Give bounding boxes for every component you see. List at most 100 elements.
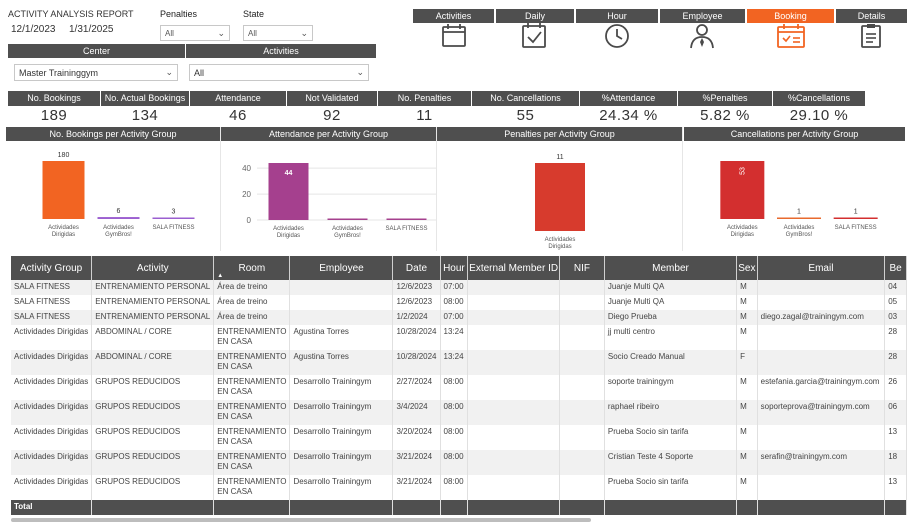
x-tick-label-line2: Dirigidas (731, 232, 754, 238)
kpi-pct-cancellations-value: 29.10 % (789, 107, 849, 124)
sort-ascending-icon: ▲ (217, 273, 224, 279)
x-tick-label-line2: GymBros! (334, 233, 361, 239)
column-header[interactable]: Be (884, 256, 907, 280)
table-cell (467, 425, 560, 450)
cancellations-bar-chart[interactable]: 53ActividadesDirigidas1ActividadesGymBro… (684, 141, 905, 251)
table-row[interactable]: Actividades Dirigidas ABDOMINAL / CORE ENT… (11, 350, 907, 375)
table-cell (757, 350, 886, 375)
table-row[interactable]: Actividades Dirigidas GRUPOS REDUCIDOS ENT… (11, 450, 907, 475)
table-cell: 08:00 (440, 450, 469, 475)
table-cell: Diego Prueba (604, 310, 738, 325)
x-tick-label-line2: Dirigidas (52, 232, 75, 238)
table-cell: 3/20/2024 (392, 425, 441, 450)
clock-icon[interactable] (601, 23, 633, 49)
table-cell (467, 325, 560, 350)
x-tick-label-line2: GymBros! (786, 232, 813, 238)
table-cell: 3/21/2024 (392, 450, 441, 475)
table-row[interactable]: Actividades Dirigidas GRUPOS REDUCIDOS ENT… (11, 400, 907, 425)
column-header[interactable]: Activity (91, 256, 215, 280)
state-select[interactable]: All ⌄ (243, 25, 313, 41)
table-row[interactable]: Actividades Dirigidas GRUPOS REDUCIDOS ENT… (11, 375, 907, 400)
clipboard-icon[interactable] (855, 23, 887, 49)
bookings-bar-chart[interactable]: 180ActividadesDirigidas6ActividadesGymBr… (6, 141, 221, 251)
table-row[interactable]: Actividades Dirigidas ABDOMINAL / CORE ENT… (11, 325, 907, 350)
chevron-down-icon: ⌄ (165, 67, 173, 77)
table-cell: Actividades Dirigidas (11, 425, 93, 450)
table-cell: 13:24 (440, 325, 469, 350)
table-cell: 08:00 (440, 475, 469, 500)
kpi-cancellations-label: No. Cancellations (472, 91, 579, 106)
table-row[interactable]: SALA FITNESS ENTRENAMIENTO PERSONAL Área d… (11, 310, 907, 325)
kpi-actual-bookings-label: No. Actual Bookings (101, 91, 189, 106)
table-header-row: Activity Group Activity Room ▲ Employee Date H… (11, 256, 907, 280)
penalties-filter-label: Penalties (160, 9, 198, 19)
table-cell: F (736, 350, 758, 375)
tab-booking[interactable]: Booking (747, 9, 834, 23)
table-row[interactable]: SALA FITNESS ENTRENAMIENTO PERSONAL Área d… (11, 280, 907, 295)
booking-details-table: Activity Group Activity Room ▲ Employee Date H… (11, 256, 907, 515)
tab-employee[interactable]: Employee (660, 9, 745, 23)
date-from-input[interactable]: 12/1/2023 (8, 22, 62, 37)
attendance-bar-chart[interactable]: 0204044ActividadesDirigidasActividadesGy… (221, 141, 437, 251)
x-tick-label: SALA FITNESS (385, 226, 427, 232)
x-tick-label-line1: Actividades (48, 225, 79, 231)
column-header[interactable]: Activity Group (11, 256, 93, 280)
table-cell: 08:00 (440, 425, 469, 450)
bookings-chart-panel: No. Bookings per Activity Group 180 Activ… (6, 127, 221, 251)
column-header[interactable]: Employee (289, 256, 394, 280)
column-header[interactable]: Member (604, 256, 738, 280)
column-header[interactable]: Hour (440, 256, 469, 280)
column-header[interactable]: Date (392, 256, 441, 280)
table-row[interactable]: Actividades Dirigidas GRUPOS REDUCIDOS ENT… (11, 425, 907, 450)
table-cell: ENTRENAMIENTO EN CASA (213, 375, 291, 400)
center-select[interactable]: Master Traininggym ⌄ (14, 64, 178, 81)
table-cell (467, 295, 560, 310)
bar (535, 163, 585, 231)
penalties-select[interactable]: All ⌄ (160, 25, 230, 41)
tab-hour[interactable]: Hour (576, 9, 658, 23)
table-cell: serafin@trainingym.com (757, 450, 886, 475)
bar (386, 218, 427, 220)
table-cell: 13:24 (440, 350, 469, 375)
table-cell: 3/4/2024 (392, 400, 441, 425)
column-header[interactable]: NIF (559, 256, 605, 280)
table-cell: M (736, 400, 758, 425)
tab-daily[interactable]: Daily (496, 9, 574, 23)
bar (152, 217, 195, 219)
activities-select[interactable]: All ⌄ (189, 64, 369, 81)
table-row[interactable]: Actividades Dirigidas GRUPOS REDUCIDOS ENT… (11, 475, 907, 500)
table-cell (467, 400, 560, 425)
column-header[interactable]: Sex (736, 256, 758, 280)
penalties-chart-title: Penalties per Activity Group (437, 127, 682, 141)
table-cell: 13 (884, 425, 907, 450)
kpi-bookings-label: No. Bookings (8, 91, 100, 106)
x-tick-label-line2: Dirigidas (548, 244, 571, 250)
center-select-value: Master Traininggym (19, 68, 99, 78)
table-row[interactable]: SALA FITNESS ENTRENAMIENTO PERSONAL Área d… (11, 295, 907, 310)
table-cell: Cristian Teste 4 Soporte (604, 450, 738, 475)
table-cell (467, 350, 560, 375)
tab-details[interactable]: Details (836, 9, 907, 23)
table-cell (467, 310, 560, 325)
table-cell: SALA FITNESS (11, 295, 93, 310)
state-filter-label: State (243, 9, 265, 19)
table-cell: Actividades Dirigidas (11, 450, 93, 475)
table-cell: M (736, 295, 758, 310)
date-to-input[interactable]: 1/31/2025 (66, 22, 116, 37)
table-cell (559, 325, 605, 350)
total-cell (213, 500, 291, 515)
column-header[interactable]: Room ▲ (213, 256, 291, 280)
tab-activities[interactable]: Activities (413, 9, 494, 23)
table-cell: 05 (884, 295, 907, 310)
booking-calendar-icon[interactable] (775, 23, 807, 49)
calendar-check-icon[interactable] (518, 23, 550, 49)
x-tick-label-line1: Actividades (103, 225, 134, 231)
table-cell (559, 350, 605, 375)
employee-icon[interactable] (686, 23, 718, 49)
column-header[interactable]: Email (757, 256, 886, 280)
table-cell: Actividades Dirigidas (11, 475, 93, 500)
horizontal-scrollbar[interactable] (11, 518, 591, 522)
column-header[interactable]: External Member ID (467, 256, 560, 280)
calendar-icon[interactable] (438, 23, 470, 49)
